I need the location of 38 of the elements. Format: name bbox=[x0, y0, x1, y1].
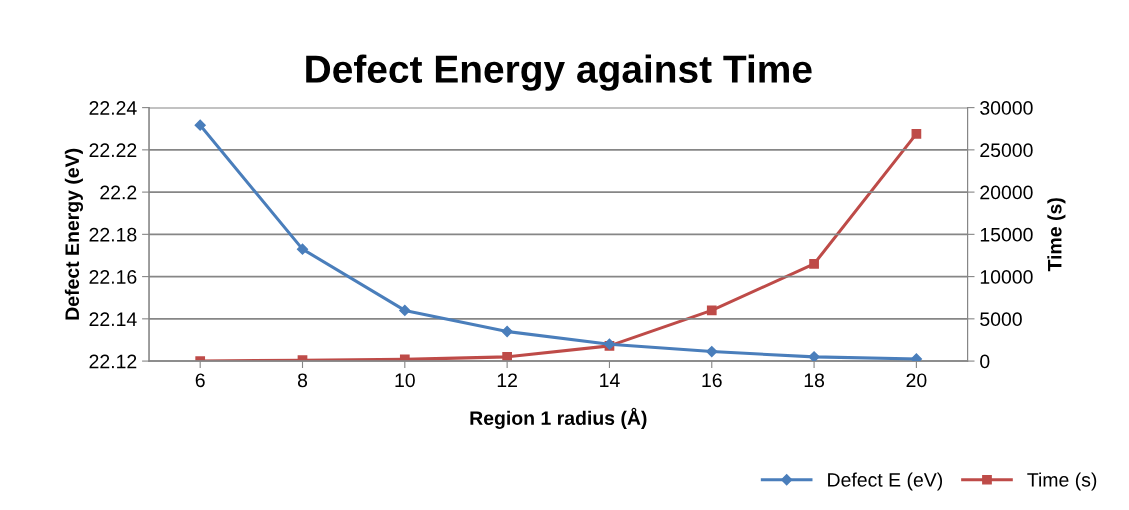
x-tick-label: 6 bbox=[195, 373, 205, 388]
point bbox=[194, 119, 206, 131]
y2-tick-label: 0 bbox=[980, 354, 990, 369]
point bbox=[296, 243, 309, 255]
x-tick-label: 14 bbox=[600, 373, 620, 387]
x-tick-label: 8 bbox=[297, 373, 308, 388]
point bbox=[911, 128, 922, 139]
point bbox=[808, 351, 820, 362]
point bbox=[502, 351, 512, 362]
x-tick-label: 10 bbox=[395, 373, 415, 388]
point bbox=[399, 304, 411, 316]
y-tick-label: 22.24 bbox=[89, 101, 137, 115]
y2-axis-title: Time (s) bbox=[1047, 198, 1066, 272]
legend-label: Time (s) bbox=[1027, 472, 1097, 491]
y-tick-label: 22.14 bbox=[89, 312, 137, 326]
y2-tick-label: 30000 bbox=[980, 101, 1033, 115]
y-tick-label: 22.12 bbox=[89, 354, 137, 369]
point bbox=[809, 259, 819, 269]
x-tick-label: 18 bbox=[804, 373, 825, 388]
x-tick-label: 20 bbox=[906, 373, 927, 388]
point bbox=[706, 305, 717, 316]
chart-title: Defect Energy against Time bbox=[306, 54, 812, 91]
x-tick-label: 16 bbox=[702, 373, 722, 388]
y2-tick-label: 10000 bbox=[980, 270, 1033, 284]
y2-tick-label: 5000 bbox=[980, 312, 1022, 327]
x-tick-label: 12 bbox=[497, 373, 517, 387]
y-axis-title: Defect Energy (eV) bbox=[64, 148, 84, 320]
point bbox=[501, 325, 513, 338]
y2-tick-label: 15000 bbox=[980, 227, 1033, 242]
y-tick-label: 22.16 bbox=[89, 270, 137, 284]
y2-tick-label: 20000 bbox=[980, 185, 1033, 200]
y-tick-label: 22.2 bbox=[100, 185, 137, 200]
x-axis-title: Region 1 radius (Å) bbox=[470, 407, 647, 429]
legend-label: Defect E (eV) bbox=[828, 472, 943, 491]
y2-tick-label: 25000 bbox=[980, 143, 1033, 158]
y-tick-label: 22.22 bbox=[89, 143, 137, 157]
y-tick-label: 22.18 bbox=[89, 227, 137, 242]
point bbox=[706, 345, 718, 358]
